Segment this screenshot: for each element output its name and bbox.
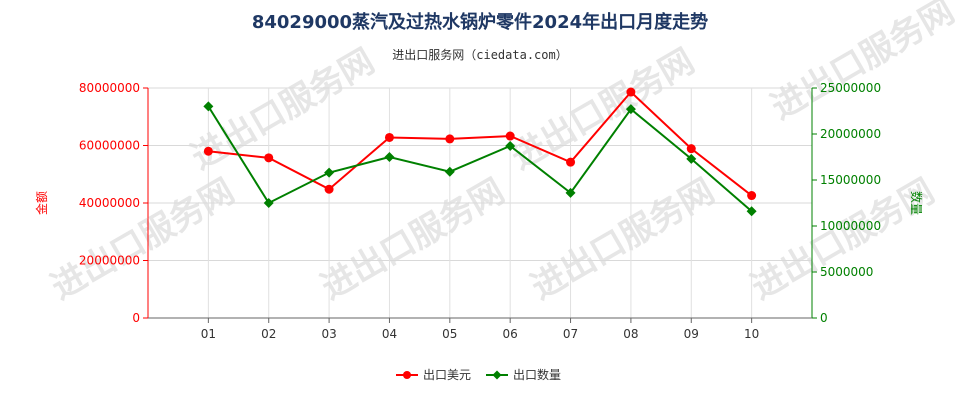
series-2-point xyxy=(746,206,757,217)
y-right-tick-label: 25000000 xyxy=(820,81,881,95)
chart-subtitle: 进出口服务网（ciedata.com） xyxy=(392,48,568,62)
y-left-tick-label: 40000000 xyxy=(79,196,140,210)
series-1-point xyxy=(626,87,636,97)
y-left-axis-title: 金额 xyxy=(34,191,49,215)
series-1-point xyxy=(384,132,394,142)
series-2-point xyxy=(686,153,697,164)
series-1-point xyxy=(747,191,757,201)
x-tick-label: 10 xyxy=(744,327,759,341)
series-2-point xyxy=(505,140,516,151)
watermark-text: 进出口服务网 xyxy=(765,0,960,128)
x-tick-label: 07 xyxy=(563,327,578,341)
y-right-tick-label: 10000000 xyxy=(820,219,881,233)
series-1-point xyxy=(566,157,576,167)
legend-label-2: 出口数量 xyxy=(513,367,561,382)
x-tick-label: 05 xyxy=(442,327,457,341)
series-1-point xyxy=(686,144,696,154)
series-line-2 xyxy=(207,105,753,213)
series-1-point xyxy=(324,184,334,194)
tick-labels: 0 20000000 40000000 60000000 80000000 0 500000… xyxy=(34,81,924,341)
legend-marker-2 xyxy=(492,370,502,380)
x-tick-label: 09 xyxy=(684,327,699,341)
series-1-point xyxy=(264,153,274,163)
series-1-point xyxy=(445,134,455,144)
watermark-text: 进出口服务网 xyxy=(185,41,382,178)
y-left-tick-label: 20000000 xyxy=(79,254,140,268)
x-tick-label: 08 xyxy=(623,327,638,341)
x-tick-label: 02 xyxy=(261,327,276,341)
series-2-point xyxy=(324,167,335,178)
y-left-tick-label: 0 xyxy=(132,311,140,325)
x-tick-label: 04 xyxy=(382,327,397,341)
y-left-tick-label: 60000000 xyxy=(79,139,140,153)
x-tick-label: 06 xyxy=(503,327,518,341)
series-1-point xyxy=(505,131,515,141)
series-2-point xyxy=(384,152,395,162)
y-right-axis-title: 数量 xyxy=(909,191,924,215)
series-layer xyxy=(203,87,757,217)
y-right-tick-label: 15000000 xyxy=(820,173,881,187)
y-right-tick-label: 5000000 xyxy=(820,265,873,279)
x-tick-label: 03 xyxy=(321,327,336,341)
series-2-point xyxy=(565,187,576,198)
y-right-tick-label: 0 xyxy=(820,311,828,325)
series-2-point xyxy=(444,166,455,177)
x-tick-label: 01 xyxy=(201,327,216,341)
watermark-text: 进出口服务网 xyxy=(45,171,242,308)
y-left-tick-label: 80000000 xyxy=(79,81,140,95)
legend-label-1: 出口美元 xyxy=(423,368,471,382)
series-2-point xyxy=(263,198,274,208)
chart-title: 84029000蒸汽及过热水锅炉零件2024年出口月度走势 xyxy=(251,12,709,33)
legend-marker-1 xyxy=(403,371,411,379)
watermark-text: 进出口服务网 xyxy=(505,41,702,178)
legend: 出口美元 出口数量 xyxy=(396,367,561,382)
series-2-point xyxy=(203,101,214,112)
y-right-tick-label: 20000000 xyxy=(820,127,881,141)
watermark-text: 进出口服务网 xyxy=(315,171,512,308)
series-line-1 xyxy=(208,90,753,197)
series-2-point xyxy=(625,104,636,115)
series-1-point xyxy=(203,146,213,156)
